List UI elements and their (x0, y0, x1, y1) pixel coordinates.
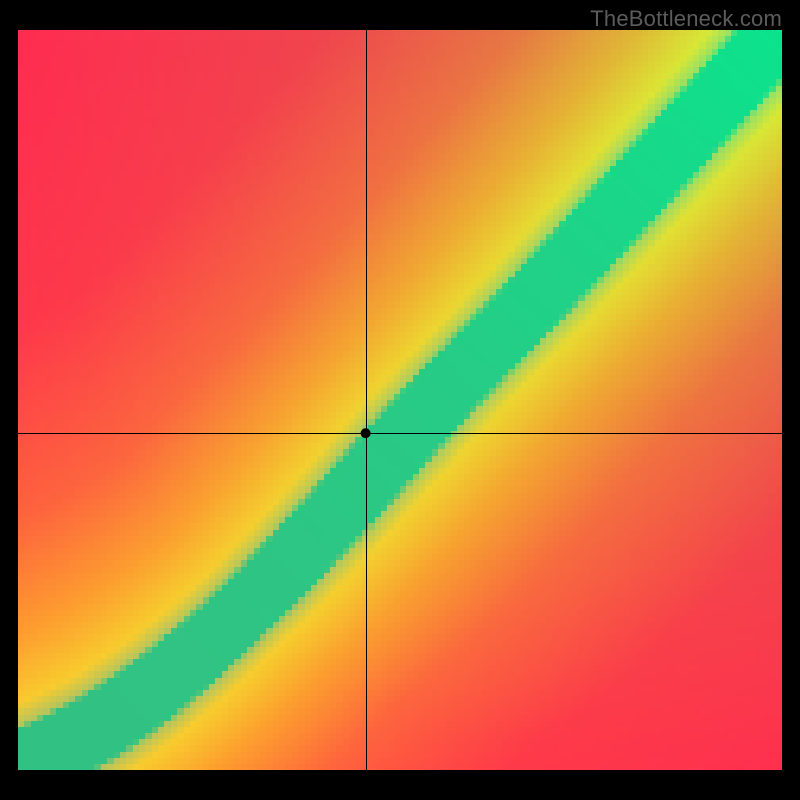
heatmap-canvas (18, 30, 782, 770)
chart-container: TheBottleneck.com (0, 0, 800, 800)
watermark-text: TheBottleneck.com (590, 6, 782, 32)
heatmap-plot-area (18, 30, 782, 770)
